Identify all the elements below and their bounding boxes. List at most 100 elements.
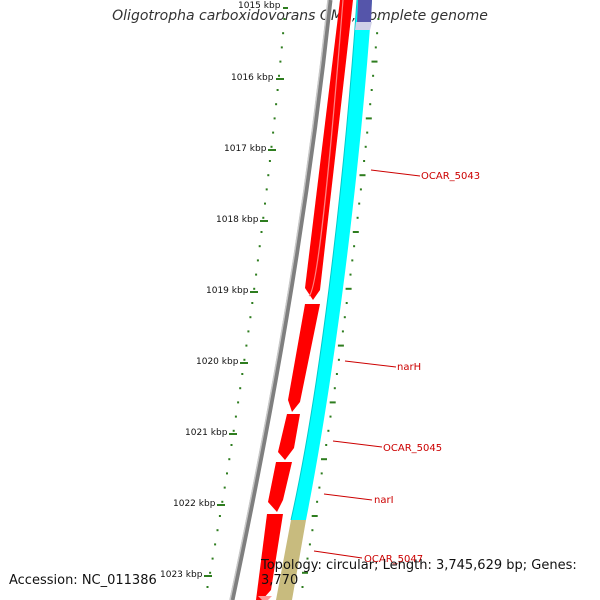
gc-dot: [239, 387, 242, 390]
tick-label: 1023 kbp: [160, 570, 203, 580]
gene-label[interactable]: OCAR_5045: [383, 443, 442, 454]
gc-dot: [255, 273, 258, 276]
gc-dot: [280, 46, 283, 49]
gene-label[interactable]: OCAR_5043: [421, 171, 480, 182]
gc-dot: [311, 529, 314, 532]
gc-dot: [211, 557, 214, 560]
gc-dot: [243, 358, 246, 361]
gc-dot: [245, 344, 248, 347]
gc-dot: [356, 216, 359, 219]
gc-dot: [337, 358, 340, 361]
gc-skew-track: [206, 18, 286, 588]
gc-dot: [216, 529, 219, 532]
gc-dot: [353, 245, 356, 248]
gc-dot: [329, 401, 336, 404]
gc-dot: [370, 89, 373, 91]
cds-feature: [256, 514, 283, 600]
gc-dot: [230, 444, 233, 446]
gc-dot: [278, 74, 280, 77]
backbone-highlight: [229, 0, 329, 600]
gc-dot: [325, 444, 328, 446]
gc-dot: [256, 259, 259, 262]
gc-dot: [253, 287, 256, 290]
gc-dot: [311, 515, 318, 517]
tick-label: 1018 kbp: [216, 215, 259, 225]
tick-label: 1022 kbp: [173, 499, 216, 509]
gc-dot: [249, 316, 252, 319]
gc-dot: [335, 373, 338, 375]
gc-dot: [279, 60, 282, 63]
gc-dot: [221, 500, 224, 503]
gc-dot: [267, 174, 270, 177]
gc-dot: [247, 330, 250, 333]
gene-label[interactable]: OCAR_5047: [364, 554, 423, 565]
gc-dot: [349, 273, 352, 276]
gene-leader-line: [323, 493, 373, 501]
gene-leader-line: [313, 550, 363, 559]
gc-dot: [283, 18, 286, 20]
gc-dot: [327, 429, 330, 432]
gc-dot: [268, 160, 271, 162]
gc-dot: [265, 188, 268, 191]
genome-backbone: [229, 0, 333, 600]
rna-feature-edge: [290, 0, 358, 521]
gc-dot: [251, 302, 254, 304]
gc-dot: [270, 145, 273, 148]
gc-dot: [273, 117, 276, 120]
topology-label: Topology: circular; Length: 3,745,629 bp…: [261, 558, 577, 588]
gc-dot: [234, 415, 237, 418]
gc-dot: [374, 46, 377, 49]
gc-dot: [275, 103, 278, 106]
gc-dot: [376, 32, 379, 35]
map-title: Oligotropha carboxidovorans OM5, complet…: [112, 8, 488, 24]
gc-dot: [282, 32, 285, 35]
top-feature: [357, 0, 372, 22]
gc-dot: [262, 216, 265, 219]
gc-dot: [320, 472, 323, 475]
rna-track: [276, 0, 372, 600]
gc-dot: [345, 287, 352, 290]
gc-dot: [209, 571, 212, 574]
gc-dot: [232, 429, 235, 432]
gc-dot: [369, 103, 372, 106]
gc-dot: [223, 486, 226, 489]
cds-feature: [268, 462, 292, 512]
cds-feature: [288, 304, 320, 412]
gene-label[interactable]: narH: [397, 362, 421, 373]
gc-dot: [206, 586, 209, 588]
gc-dot: [345, 302, 348, 304]
gc-dot: [302, 571, 308, 574]
gc-dot: [241, 373, 244, 375]
gc-dot: [318, 486, 321, 489]
gc-dot: [316, 500, 319, 503]
gc-dot: [301, 586, 304, 588]
gc-dot: [351, 259, 354, 262]
gene-leader-line: [332, 440, 383, 448]
gc-dot: [363, 160, 366, 162]
gc-dot: [276, 89, 279, 91]
gc-dot: [260, 231, 263, 233]
tick-label: 1019 kbp: [206, 286, 249, 296]
gc-dot: [226, 472, 228, 475]
tick-label: 1020 kbp: [196, 357, 239, 367]
gc-dot: [371, 60, 378, 63]
gc-dot: [272, 131, 275, 134]
tick-label: 1021 kbp: [185, 428, 228, 438]
gc-dot: [343, 316, 346, 319]
gc-dot: [258, 245, 261, 248]
rna-feature: [291, 0, 372, 520]
tick-label: 1016 kbp: [231, 73, 274, 83]
gc-dot: [341, 330, 344, 333]
cds-track: [256, 0, 353, 600]
cds-end-arrow: [258, 596, 272, 600]
cds-feature: [278, 414, 300, 460]
gene-label[interactable]: narI: [374, 495, 394, 506]
gene-leader-line: [344, 360, 397, 368]
accession-label: Accession: NC_011386: [9, 573, 157, 588]
gc-dot: [329, 415, 332, 418]
gc-content-track: [301, 18, 380, 588]
gc-dot: [321, 458, 327, 461]
gc-dot: [237, 401, 240, 404]
